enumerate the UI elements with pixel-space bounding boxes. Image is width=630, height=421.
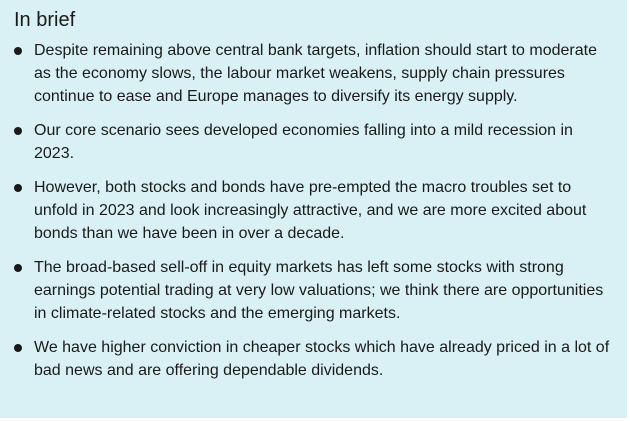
bullet-icon [14,344,22,352]
bullet-icon [14,127,22,135]
bullet-icon [14,184,22,192]
bullet-text: The broad-based sell-off in equity marke… [34,259,604,322]
bullet-text: We have higher conviction in cheaper sto… [34,339,610,379]
bullet-text: However, both stocks and bonds have pre-… [34,179,587,242]
bullet-text: Despite remaining above central bank tar… [34,42,597,105]
bullet-list: Despite remaining above central bank tar… [14,39,611,382]
list-item: The broad-based sell-off in equity marke… [14,256,611,325]
list-item: Our core scenario sees developed economi… [14,119,611,165]
list-item: Despite remaining above central bank tar… [14,39,611,108]
bullet-icon [14,47,22,55]
panel-title: In brief [14,9,76,31]
list-item: However, both stocks and bonds have pre-… [14,176,611,245]
bullet-icon [14,264,22,272]
list-item: We have higher conviction in cheaper sto… [14,336,611,382]
bullet-text: Our core scenario sees developed economi… [34,122,573,162]
